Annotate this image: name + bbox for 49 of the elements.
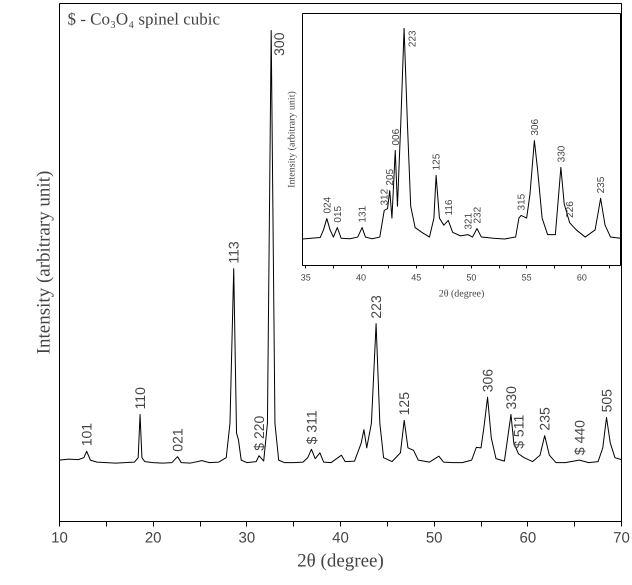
- annotation: $ 311: [303, 410, 320, 444]
- y-axis-title: Intensity (arbitrary unit): [34, 170, 54, 354]
- annotation: 306: [530, 118, 541, 136]
- annotation: 306: [480, 368, 496, 392]
- annotation: $ 440: [571, 420, 588, 456]
- annotation: $ 511: [510, 414, 526, 449]
- x-tick-label: 40: [356, 272, 366, 282]
- x-tick-label: 35: [300, 272, 311, 282]
- x-tick-label: 45: [411, 272, 422, 282]
- annotation: 131: [358, 205, 369, 223]
- x-tick-label: 60: [576, 272, 587, 282]
- annotation: 223: [408, 30, 419, 48]
- annotation: 024: [322, 196, 334, 214]
- x-tick-label: 60: [519, 530, 536, 546]
- x-tick-label: 40: [332, 530, 349, 546]
- x-tick-label: 50: [466, 272, 476, 282]
- annotation: 006: [390, 128, 402, 146]
- annotation: $ 220: [251, 415, 268, 451]
- x-tick-label: 10: [51, 530, 68, 546]
- annotation: 110: [132, 386, 148, 410]
- annotation: 125: [432, 153, 443, 170]
- x-tick-label: 30: [238, 530, 256, 546]
- annotation: 330: [502, 386, 519, 410]
- x-tick-label: 55: [522, 272, 532, 282]
- x-tick-label: 50: [426, 530, 443, 546]
- annotation: 125: [396, 392, 412, 416]
- y-axis-title: Intensity (arbitrary unit): [286, 91, 298, 188]
- annotation: 223: [368, 295, 384, 319]
- x-tick-label: 70: [613, 530, 630, 546]
- annotation: 321: [464, 212, 475, 230]
- annotation: 113: [226, 241, 242, 264]
- annotation: 101: [78, 422, 95, 446]
- annotation: 015: [332, 205, 344, 223]
- x-tick-label: 20: [144, 530, 162, 546]
- annotation: 205: [385, 168, 396, 186]
- annotation: 235: [536, 407, 553, 431]
- annotation: 226: [565, 200, 576, 218]
- annotation: 315: [516, 193, 528, 210]
- annotation: 116: [444, 199, 455, 216]
- annotation: 232: [472, 206, 484, 224]
- x-axis-title: 2θ (degree): [438, 288, 484, 300]
- text: $ - Co₃O₄ spinel cubic: [68, 10, 221, 28]
- annotation: 021: [170, 428, 186, 452]
- annotation: 235: [596, 176, 608, 194]
- annotation: 505: [598, 388, 615, 412]
- x-axis-title: 2θ (degree): [297, 550, 384, 572]
- annotation: 330: [556, 145, 568, 162]
- annotation: 300: [271, 32, 288, 56]
- annotation: 312: [380, 188, 391, 206]
